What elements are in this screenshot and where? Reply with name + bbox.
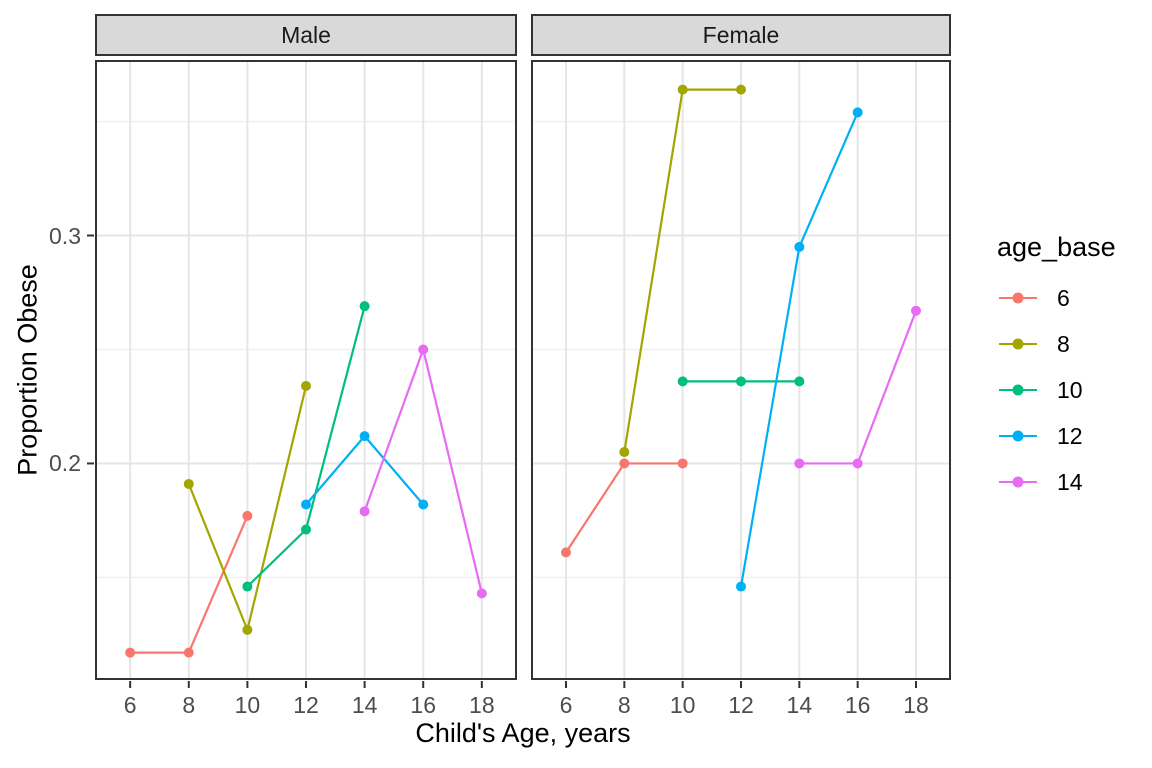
data-point-agebase-12 (736, 581, 746, 592)
legend-entry-agebase-10: 10 (985, 367, 1150, 413)
legend-key-icon (999, 475, 1037, 489)
data-point-agebase-12 (794, 241, 805, 252)
legend-key-icon (999, 383, 1037, 397)
x-tick-label: 10 (669, 692, 696, 718)
x-tick-label: 14 (351, 692, 378, 718)
facet-strip-male: Male (95, 14, 517, 56)
legend-entry-agebase-12: 12 (985, 413, 1150, 459)
data-point-agebase-10 (359, 301, 370, 312)
x-tick-label: 14 (786, 692, 813, 718)
legend-entry-agebase-6: 6 (985, 275, 1150, 321)
data-point-agebase-6 (125, 647, 136, 658)
legend-key-icon (999, 291, 1037, 305)
x-tick-label: 10 (234, 692, 261, 718)
legend-entry-label: 10 (1057, 376, 1083, 403)
data-point-agebase-10 (242, 581, 253, 592)
data-point-agebase-6 (561, 547, 571, 558)
y-tick-label: 0.2 (49, 450, 81, 477)
data-point-agebase-6 (183, 647, 194, 658)
legend-key-icon (999, 337, 1037, 351)
legend-key-icon (999, 429, 1037, 443)
data-point-agebase-6 (242, 510, 253, 521)
x-tick-label: 8 (182, 692, 196, 718)
legend-entries: 6 8 10 12 14 (985, 275, 1150, 505)
x-tick-label: 6 (559, 692, 573, 718)
data-point-agebase-6 (677, 458, 688, 469)
y-axis-title: Proportion Obese (12, 264, 43, 476)
data-point-agebase-14 (359, 506, 370, 517)
data-point-agebase-10 (794, 376, 805, 387)
facet-strip-female-label: Female (702, 21, 780, 48)
data-point-agebase-12 (301, 499, 311, 510)
x-tick-label: 16 (410, 692, 437, 718)
data-point-agebase-10 (736, 376, 746, 387)
y-tick-label: 0.3 (49, 222, 81, 249)
facet-strip-female: Female (531, 14, 951, 56)
data-point-agebase-12 (359, 431, 370, 442)
legend-entry-agebase-14: 14 (985, 459, 1150, 505)
legend-entry-label: 6 (1057, 284, 1070, 311)
data-point-agebase-10 (301, 524, 311, 535)
data-point-agebase-14 (911, 305, 921, 316)
data-point-agebase-14 (418, 344, 429, 355)
x-axis-title: Child's Age, years (415, 718, 631, 748)
data-point-agebase-8 (242, 624, 253, 635)
legend-title: age_base (997, 232, 1116, 262)
data-point-agebase-8 (183, 478, 194, 489)
data-point-agebase-14 (794, 458, 805, 469)
data-point-agebase-12 (418, 499, 429, 510)
legend-entry-label: 14 (1057, 468, 1083, 495)
x-tick-label: 12 (728, 692, 754, 718)
data-point-agebase-10 (677, 376, 688, 387)
facet-strip-male-label: Male (281, 21, 331, 48)
data-point-agebase-12 (852, 107, 863, 118)
data-point-agebase-14 (852, 458, 863, 469)
x-tick-label: 16 (844, 692, 871, 718)
data-point-agebase-8 (301, 380, 311, 391)
legend-entry-label: 8 (1057, 330, 1070, 357)
legend: age_base 6 8 10 12 14 (985, 232, 1150, 505)
data-point-agebase-6 (619, 458, 630, 469)
data-point-agebase-8 (736, 84, 746, 95)
panel-content-male (97, 62, 515, 678)
x-tick-label: 6 (123, 692, 137, 718)
data-point-agebase-8 (619, 447, 630, 458)
panel-content-female (533, 62, 949, 678)
legend-entry-label: 12 (1057, 422, 1083, 449)
data-point-agebase-14 (476, 588, 487, 599)
x-tick-label: 8 (617, 692, 631, 718)
x-tick-label: 12 (293, 692, 319, 718)
legend-entry-agebase-8: 8 (985, 321, 1150, 367)
data-point-agebase-8 (677, 84, 688, 95)
x-tick-label: 18 (469, 692, 495, 718)
x-tick-label: 18 (903, 692, 929, 718)
